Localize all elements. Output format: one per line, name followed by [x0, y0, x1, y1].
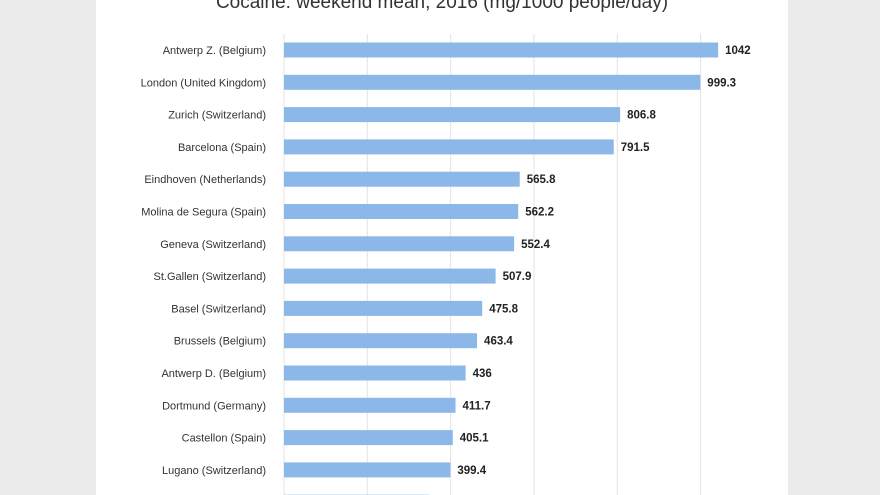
bar [284, 139, 614, 155]
category-label: Zurich (Switzerland) [168, 110, 266, 122]
chart-panel: Cocaine: weekend mean, 2016 (mg/1000 peo… [96, 0, 788, 495]
bar [284, 107, 621, 123]
bar [284, 171, 520, 187]
category-label: London (United Kingdom) [141, 77, 266, 89]
category-label: Basel (Switzerland) [171, 303, 266, 315]
category-label: Dortmund (Germany) [162, 400, 266, 412]
data-label: 436 [473, 368, 492, 380]
category-label: Brussels (Belgium) [174, 336, 266, 348]
data-label: 405.1 [460, 433, 489, 445]
category-label: Lugano (Switzerland) [162, 465, 266, 477]
data-label: 411.7 [463, 400, 491, 412]
category-label: Barcelona (Spain) [178, 142, 266, 154]
bar [284, 74, 701, 90]
data-label: 552.4 [521, 239, 550, 251]
data-label: 475.8 [489, 303, 518, 315]
chart-title: Cocaine: weekend mean, 2016 (mg/1000 peo… [215, 0, 669, 13]
bar [284, 236, 515, 252]
bar [284, 430, 453, 446]
data-label: 507.9 [503, 271, 532, 283]
data-label: 806.8 [627, 110, 656, 122]
data-label: 791.5 [621, 142, 650, 154]
bar [284, 397, 456, 413]
category-label: Molina de Segura (Spain) [141, 207, 266, 219]
category-label: Antwerp D. (Belgium) [161, 368, 266, 380]
category-label: Geneva (Switzerland) [160, 239, 266, 251]
bar [284, 462, 451, 478]
data-label: 562.2 [525, 207, 554, 219]
data-label: 1042 [725, 45, 751, 57]
category-label: Castellon (Spain) [182, 433, 266, 445]
bar [284, 204, 519, 219]
bar [284, 333, 478, 349]
data-label: 565.8 [527, 174, 556, 186]
bar [284, 365, 466, 381]
bar [284, 42, 719, 58]
data-label: 463.4 [484, 336, 513, 348]
bar [284, 268, 496, 284]
category-label: Eindhoven (Netherlands) [144, 174, 266, 186]
data-label: 399.4 [457, 465, 486, 477]
data-label: 999.3 [707, 77, 736, 89]
category-label: Antwerp Z. (Belgium) [163, 45, 266, 57]
bar-chart: Antwerp Z. (Belgium) 1042 London (United K… [141, 34, 751, 495]
category-label: St.Gallen (Switzerland) [154, 271, 267, 283]
bar [284, 300, 483, 316]
